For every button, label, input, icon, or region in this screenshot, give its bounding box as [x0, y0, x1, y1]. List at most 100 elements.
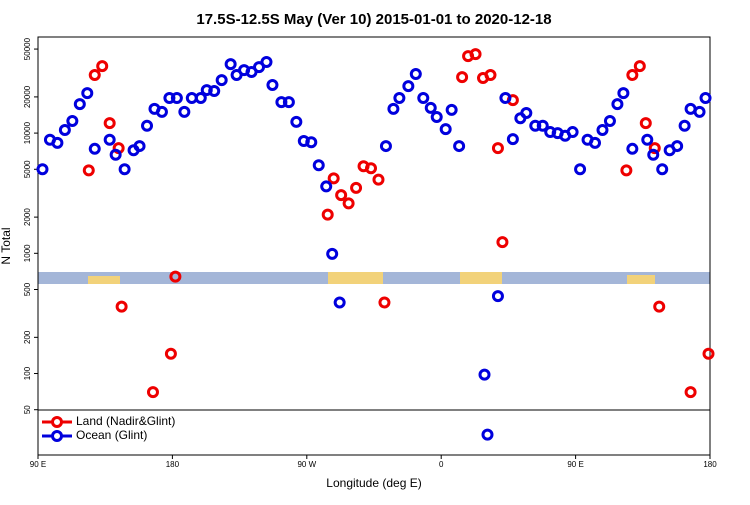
chart-title: 17.5S-12.5S May (Ver 10) 2015-01-01 to 2…: [196, 11, 551, 28]
point: [103, 133, 116, 146]
y-tick-label: 20000: [23, 85, 32, 108]
y-axis-label: N Total: [0, 227, 13, 264]
point: [82, 164, 95, 177]
point: [155, 105, 168, 118]
point: [678, 119, 691, 132]
point: [647, 148, 660, 161]
point: [73, 98, 86, 111]
point: [611, 98, 624, 111]
point: [484, 69, 497, 82]
point: [699, 91, 712, 104]
point: [439, 123, 452, 136]
point: [333, 296, 346, 309]
point: [481, 428, 494, 441]
point: [194, 91, 207, 104]
point: [596, 124, 609, 137]
y-tick-label: 1000: [23, 244, 32, 262]
point: [620, 164, 633, 177]
point: [224, 58, 237, 71]
point: [88, 69, 101, 82]
y-tick-label: 50000: [23, 37, 32, 60]
point: [648, 142, 661, 155]
point: [387, 102, 400, 115]
point: [671, 140, 684, 153]
point: [491, 142, 504, 155]
point: [378, 296, 391, 309]
point: [81, 87, 94, 100]
point: [275, 96, 288, 109]
land-strip: [38, 272, 710, 284]
point: [118, 163, 131, 176]
land-patch: [88, 276, 120, 284]
legend-marker: [51, 416, 63, 428]
point: [320, 180, 333, 193]
x-tick-label: 90 W: [297, 460, 316, 469]
land-patch: [328, 272, 383, 284]
point: [164, 347, 177, 360]
point: [350, 181, 363, 194]
point: [424, 101, 437, 114]
legend-marker: [51, 430, 63, 442]
point: [529, 119, 542, 132]
point: [491, 290, 504, 303]
point: [633, 60, 646, 73]
y-tick-label: 100: [23, 366, 32, 380]
y-tick-label: 200: [23, 330, 32, 344]
point: [453, 140, 466, 153]
y-tick-label: 10000: [23, 121, 32, 144]
point: [109, 148, 122, 161]
point: [626, 69, 639, 82]
point: [684, 386, 697, 399]
point: [496, 236, 509, 249]
point: [215, 74, 228, 87]
point: [417, 91, 430, 104]
y-tick-label: 2000: [23, 208, 32, 226]
point: [335, 189, 348, 202]
x-tick-label: 180: [703, 460, 717, 469]
point: [178, 105, 191, 118]
point: [506, 133, 519, 146]
point: [603, 115, 616, 128]
point: [574, 163, 587, 176]
point: [693, 105, 706, 118]
point: [260, 56, 273, 69]
point: [321, 208, 334, 221]
point: [266, 79, 279, 92]
point: [365, 162, 378, 175]
point: [372, 173, 385, 186]
point: [170, 91, 183, 104]
point: [51, 136, 64, 149]
x-tick-label: 90 E: [567, 460, 583, 469]
point: [133, 140, 146, 153]
point: [312, 159, 325, 172]
point: [653, 300, 666, 313]
point: [66, 115, 79, 128]
point: [146, 386, 159, 399]
point: [326, 247, 339, 260]
point: [626, 142, 639, 155]
legend-label: Ocean (Glint): [76, 428, 147, 442]
point: [445, 103, 458, 116]
y-tick-label: 5000: [23, 160, 32, 178]
point: [702, 347, 715, 360]
point: [430, 111, 443, 124]
point: [469, 48, 482, 61]
point: [617, 87, 630, 100]
point: [282, 96, 295, 109]
point: [305, 136, 318, 149]
point: [520, 106, 533, 119]
point: [393, 91, 406, 104]
point: [536, 119, 549, 132]
x-tick-label: 0: [439, 460, 444, 469]
point: [115, 300, 128, 313]
point: [163, 91, 176, 104]
point: [639, 117, 652, 130]
point: [589, 136, 602, 149]
point: [566, 126, 579, 139]
point: [456, 71, 469, 84]
point: [88, 142, 101, 155]
y-tick-label: 50: [23, 405, 32, 414]
x-tick-label: 180: [166, 460, 180, 469]
point: [58, 124, 71, 137]
